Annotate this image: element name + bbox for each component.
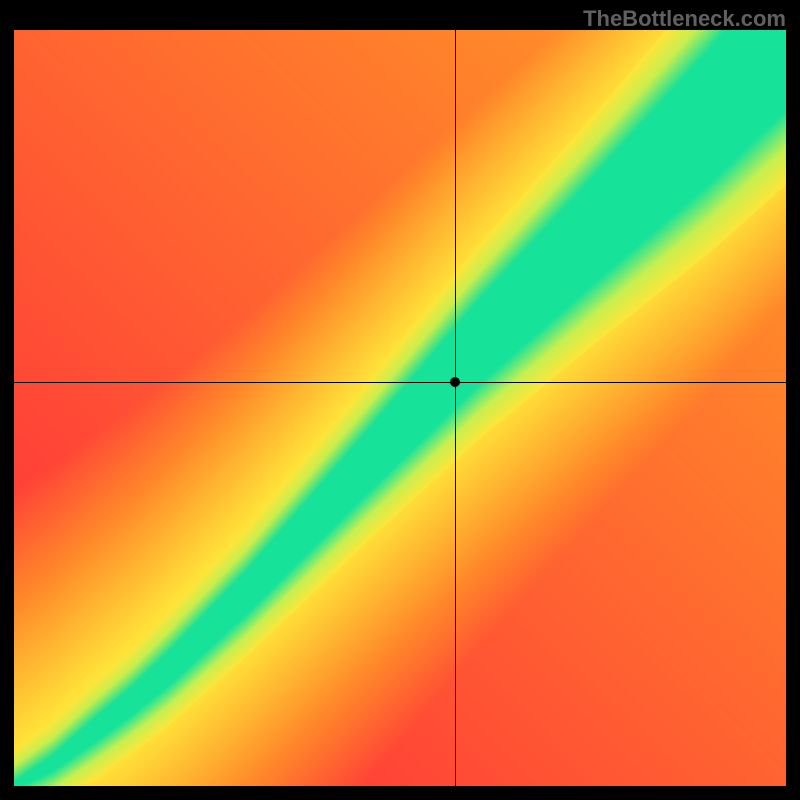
crosshair-marker [450,377,460,387]
root-container: TheBottleneck.com [0,0,800,800]
heatmap-canvas [14,30,786,786]
heatmap-chart [14,30,786,786]
watermark-text: TheBottleneck.com [583,6,786,32]
crosshair-vertical [455,30,456,786]
crosshair-horizontal [14,382,786,383]
